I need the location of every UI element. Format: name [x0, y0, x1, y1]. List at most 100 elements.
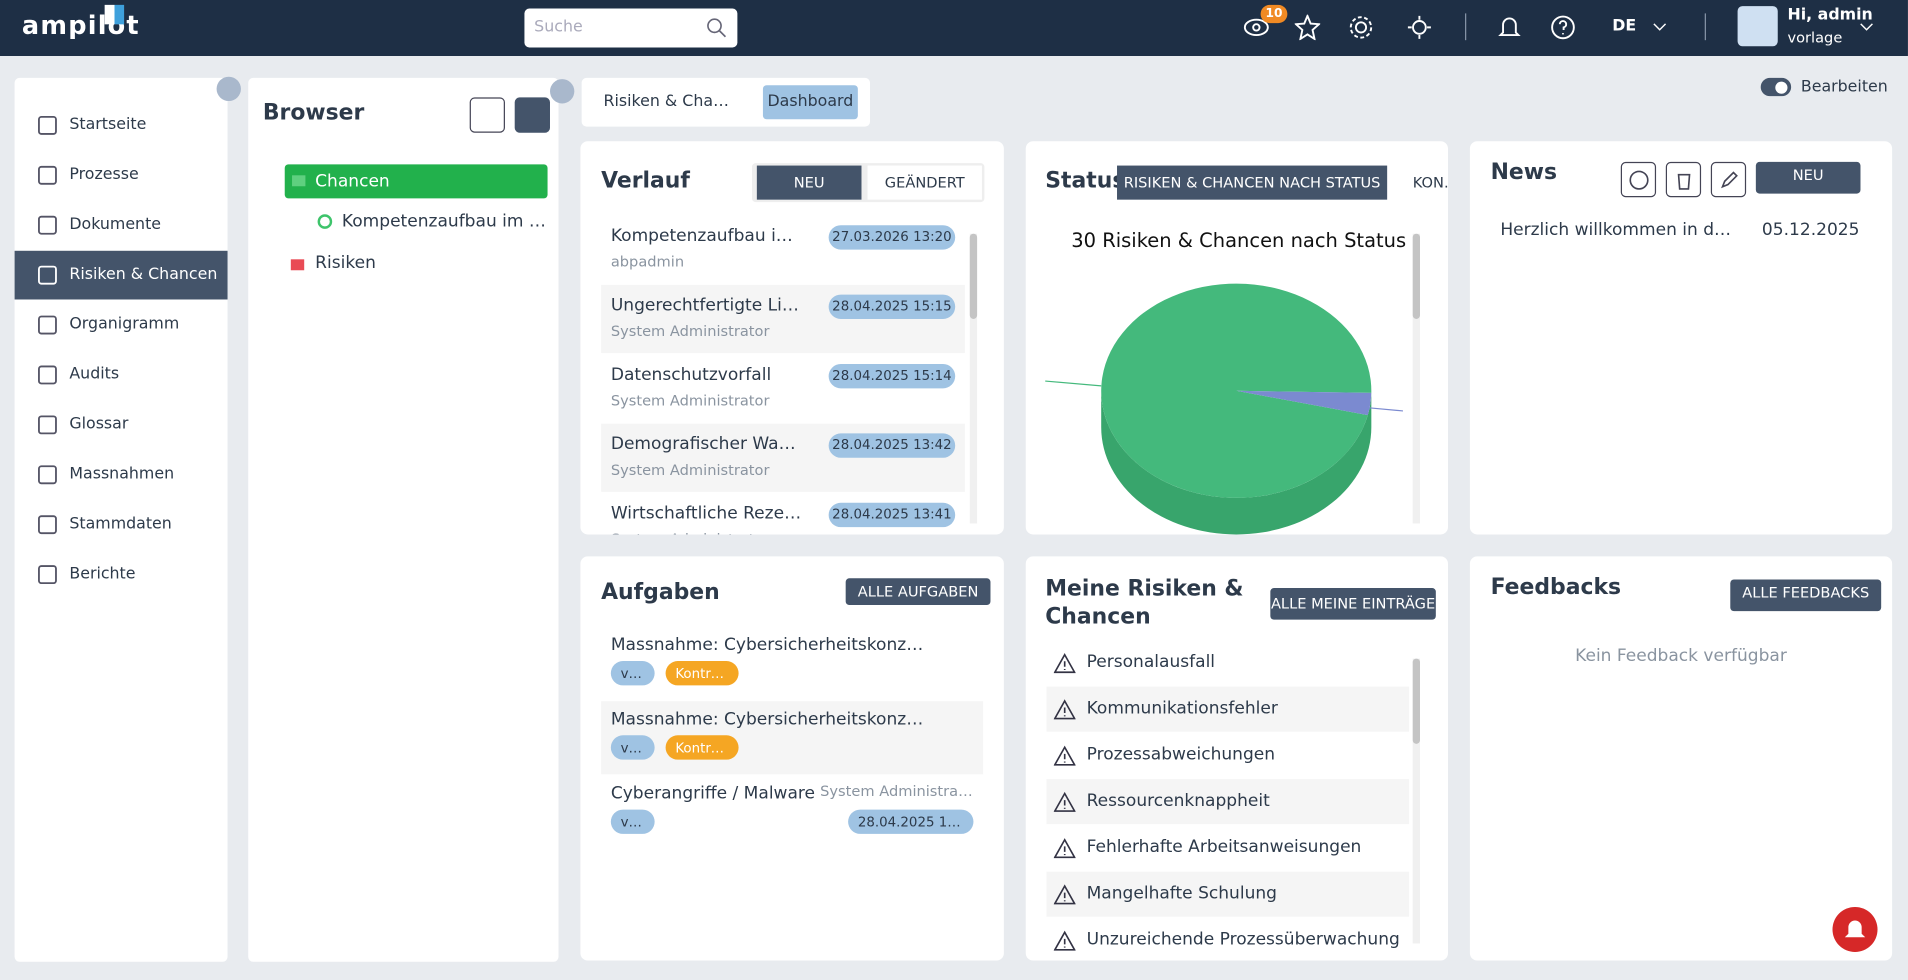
logo: ampilot	[21, 12, 140, 39]
crumb-sep	[745, 89, 757, 116]
news-text[interactable]: Herzlich willkommen in der ...	[1500, 220, 1738, 240]
risk-item[interactable]: Ressourcenknappheit	[1046, 779, 1410, 825]
tab[interactable]: KONTRO	[1412, 174, 1448, 192]
nav-label: Audits	[69, 365, 120, 384]
nav-icon	[35, 213, 59, 237]
item-date: 28.04.2025 15:15	[828, 294, 956, 319]
header-icon[interactable]	[1407, 15, 1433, 41]
nav-item[interactable]: Stammdaten	[15, 500, 228, 549]
btn[interactable]: ALLE FEEDBACKS	[1730, 579, 1882, 612]
header-icon-svg	[1407, 15, 1431, 39]
avatar[interactable]	[1737, 6, 1778, 47]
icon-btn[interactable]	[1710, 161, 1747, 198]
divider	[1465, 13, 1467, 41]
task-item[interactable]: Massnahme: Cybersicherheitskonzept v0.0 Ko…	[601, 627, 983, 700]
history-item[interactable]: Wirtschaftliche Rezes... System Administr…	[601, 493, 965, 534]
header-icon[interactable]	[1243, 15, 1270, 41]
header-icon[interactable]	[1497, 15, 1523, 41]
risk-label: Prozessabweichungen	[1086, 745, 1276, 765]
nav-label: Berichte	[69, 564, 136, 584]
btn[interactable]: ALLE MEINE EINTRÄGE	[1270, 588, 1436, 620]
pie-chart	[1045, 283, 1403, 535]
nav-item[interactable]: Audits	[15, 351, 228, 400]
icon	[1718, 169, 1740, 191]
nav-icon	[35, 163, 59, 187]
export-btn[interactable]	[469, 97, 505, 133]
tree-node-active[interactable]: Chancen	[284, 164, 548, 199]
nav-item[interactable]: Prozesse	[15, 151, 228, 200]
warn-icon-svg	[1053, 930, 1076, 951]
nav-icon	[35, 513, 59, 537]
nav-item[interactable]: Massnahmen	[15, 450, 228, 499]
risk-item[interactable]: Kommunikationsfehler	[1046, 686, 1410, 732]
item-user: System Administrator	[610, 322, 770, 340]
watch-badge: 10	[1260, 4, 1288, 24]
tree-label[interactable]: Kompetenzaufbau im Te...	[341, 211, 547, 232]
version: v0.0	[610, 661, 655, 686]
search-icon-svg	[707, 18, 727, 38]
header-icon-svg	[1349, 16, 1373, 39]
warn-icon-svg	[1053, 653, 1076, 674]
risk-item[interactable]: Fehlerhafte Arbeitsanweisungen	[1046, 825, 1409, 870]
version: v0.0	[610, 735, 655, 760]
history-item[interactable]: Ungerechtfertigte Lief... System Administ…	[601, 284, 965, 354]
user-sub: vorlage	[1787, 29, 1843, 47]
icon-btn[interactable]	[1620, 161, 1657, 198]
chevron	[1857, 17, 1876, 36]
btn[interactable]: NEU	[1755, 161, 1861, 194]
nav-item[interactable]: Organigramm	[15, 301, 228, 350]
risk-item[interactable]: Prozessabweichungen	[1046, 733, 1409, 778]
item-title: Kompetenzaufbau im ...	[610, 226, 806, 246]
header-icon[interactable]	[1550, 15, 1576, 41]
header-icon[interactable]	[1293, 13, 1322, 41]
icon	[1673, 169, 1695, 191]
nav-label: Startseite	[69, 115, 147, 134]
add-btn[interactable]	[514, 97, 550, 133]
tab[interactable]: GEÄNDERT	[867, 165, 982, 200]
history-item[interactable]: Kompetenzaufbau im ... abpadmin 27.03.2026…	[601, 215, 965, 283]
risk-item[interactable]: Personalausfall	[1046, 640, 1409, 685]
nav-item[interactable]: Dokumente	[15, 201, 228, 250]
search-icon[interactable]	[706, 17, 728, 39]
nav-icon-svg	[38, 115, 57, 135]
risk-item[interactable]: Unzureichende Prozessüberwachung	[1046, 918, 1409, 961]
collapse[interactable]	[549, 79, 575, 104]
nav-icon-svg	[38, 515, 57, 535]
header-icon[interactable]	[1348, 15, 1374, 41]
nav-panel: Startseite Prozesse Dokumente Risiken & Cha…	[14, 77, 228, 962]
nav-item[interactable]: Berichte	[15, 550, 228, 599]
tab[interactable]: NEU	[756, 165, 862, 200]
meine-card: Meine Risiken & Chancen ALLE MEINE EINTRÄ…	[1025, 556, 1448, 961]
task-title: Massnahme: Cybersicherheitskonzept	[610, 635, 928, 655]
tree-label[interactable]: Risiken	[315, 253, 376, 273]
history-item[interactable]: Datenschutzvorfall System Administrator 28…	[601, 354, 965, 422]
scrollbar	[969, 233, 978, 524]
task-item[interactable]: Massnahme: Cybersicherheitskonzept v0.0 Ko…	[601, 701, 984, 775]
item-title: Wirtschaftliche Rezes...	[610, 504, 806, 524]
btn[interactable]: ALLE AUFGABEN	[845, 578, 991, 606]
nav-item[interactable]: Risiken & Chancen	[14, 250, 228, 300]
warn-icon	[1053, 884, 1076, 906]
notify-btn[interactable]	[1832, 906, 1878, 953]
task-item[interactable]: Cyberangriffe / Malware v1.0 System Admini…	[601, 775, 983, 848]
history-item[interactable]: Demografischer Wan... System Administrato…	[601, 423, 965, 492]
divider	[1704, 13, 1706, 41]
collapse[interactable]	[216, 76, 241, 102]
card-title: Verlauf	[601, 168, 690, 194]
chart-title: 30 Risiken & Chancen nach Status	[1071, 228, 1407, 253]
item-date: 28.04.2025 15:14	[828, 364, 956, 389]
crumb-current[interactable]: Dashboard	[762, 85, 858, 120]
nav-item[interactable]: Startseite	[15, 101, 228, 150]
crumb[interactable]: Risiken & Chancen	[603, 92, 738, 111]
nav-label: Dokumente	[69, 215, 162, 234]
nav-item[interactable]: Glossar	[15, 401, 228, 450]
language[interactable]: DE	[1612, 17, 1637, 36]
nav-icon	[35, 562, 59, 586]
card-title: Feedbacks	[1490, 574, 1622, 601]
risk-item[interactable]: Mangelhafte Schulung	[1046, 871, 1410, 917]
icon-btn[interactable]	[1665, 161, 1702, 198]
search[interactable]: Suche	[524, 8, 738, 48]
pie-side	[1101, 390, 1372, 535]
tab[interactable]: RISIKEN & CHANCEN NACH STATUS	[1117, 165, 1388, 200]
